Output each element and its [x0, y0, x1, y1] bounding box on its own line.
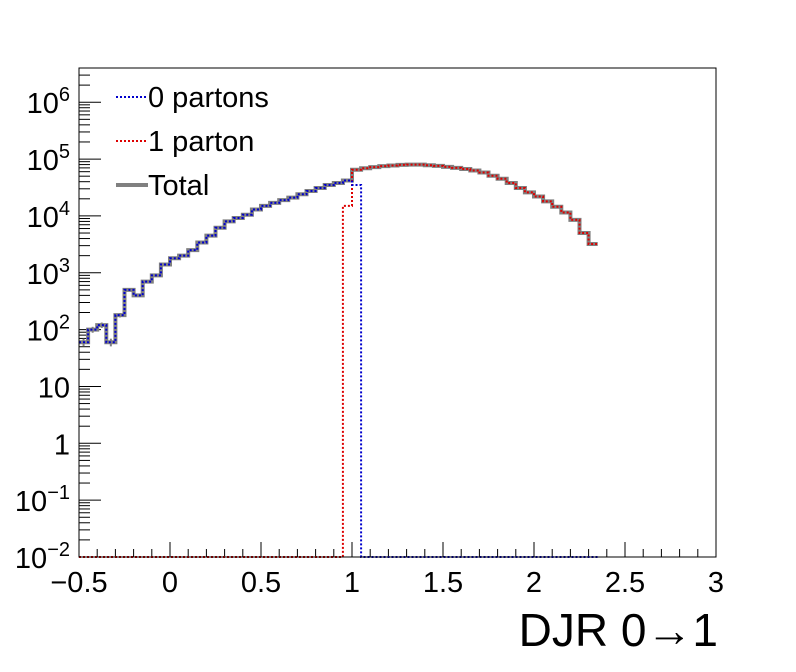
legend-label-total: Total — [148, 170, 209, 202]
y-tick-label: 104 — [27, 198, 70, 234]
x-axis-title: DJR 0→1 — [519, 604, 718, 656]
x-tick-label: 3 — [708, 567, 724, 599]
legend: 0 partons 1 parton Total — [116, 82, 269, 202]
legend-label-0-partons: 0 partons — [148, 82, 269, 114]
histogram-series — [79, 162, 598, 558]
x-tick-labels: −0.5 0 0.5 1 1.5 2 2.5 3 — [50, 567, 724, 599]
y-tick-label: 10−1 — [15, 482, 70, 518]
y-tick-label: 103 — [27, 255, 70, 291]
x-tick-label: 2.5 — [605, 567, 645, 599]
y-tick-label: 105 — [27, 141, 70, 177]
x-tick-label: 1.5 — [423, 567, 463, 599]
x-tick-label: −0.5 — [50, 567, 107, 599]
plot-frame — [78, 67, 717, 558]
series-1-parton-line — [79, 163, 598, 558]
y-tick-labels: 10−2 10−1 1 10 102 103 104 105 106 — [15, 84, 70, 575]
series-0-partons-line — [79, 179, 598, 558]
y-tick-label: 10 — [38, 372, 70, 404]
y-tick-label: 1 — [54, 429, 70, 461]
x-tick-label: 0 — [162, 567, 178, 599]
x-tick-label: 2 — [526, 567, 542, 599]
x-tick-label: 0.5 — [241, 567, 281, 599]
axis-ticks — [78, 67, 717, 558]
y-tick-label: 106 — [27, 84, 70, 120]
y-tick-label: 10−2 — [15, 539, 70, 575]
x-tick-label: 1 — [344, 567, 360, 599]
legend-label-1-parton: 1 parton — [148, 126, 254, 158]
y-tick-label: 102 — [27, 312, 70, 348]
